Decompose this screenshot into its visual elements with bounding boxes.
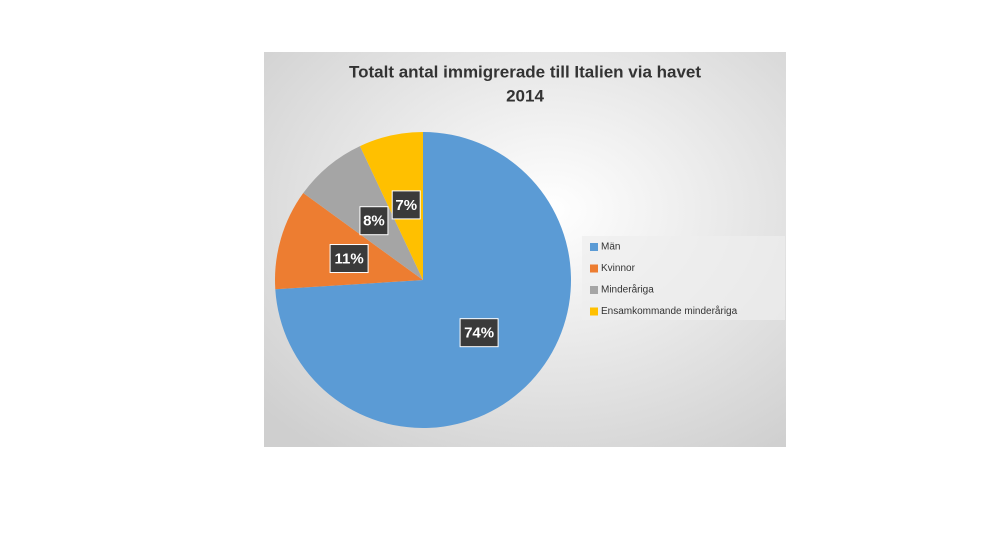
data-label-box [359, 206, 389, 236]
data-label-box [329, 244, 369, 274]
data-label: 7% [395, 197, 417, 214]
pie-slice [359, 132, 423, 280]
data-label: 8% [363, 213, 385, 230]
legend-swatch [590, 243, 598, 251]
data-label-box [391, 190, 421, 220]
legend-swatch [590, 286, 598, 294]
legend-label: Minderåriga [601, 284, 654, 296]
pie-slice [275, 193, 423, 290]
legend-label: Kvinnor [601, 263, 636, 274]
data-label-box [459, 318, 499, 348]
legend-label: Män [601, 242, 620, 253]
chart-title: 2014 [506, 86, 544, 105]
chart-title: Totalt antal immigrerade till Italien vi… [349, 62, 701, 81]
data-label: 74% [464, 325, 494, 342]
pie-slice [275, 132, 571, 428]
data-label: 11% [334, 250, 363, 267]
legend-label: Ensamkommande minderåriga [601, 305, 738, 317]
legend-swatch [590, 264, 598, 273]
legend [582, 236, 785, 320]
legend-swatch [590, 307, 598, 316]
